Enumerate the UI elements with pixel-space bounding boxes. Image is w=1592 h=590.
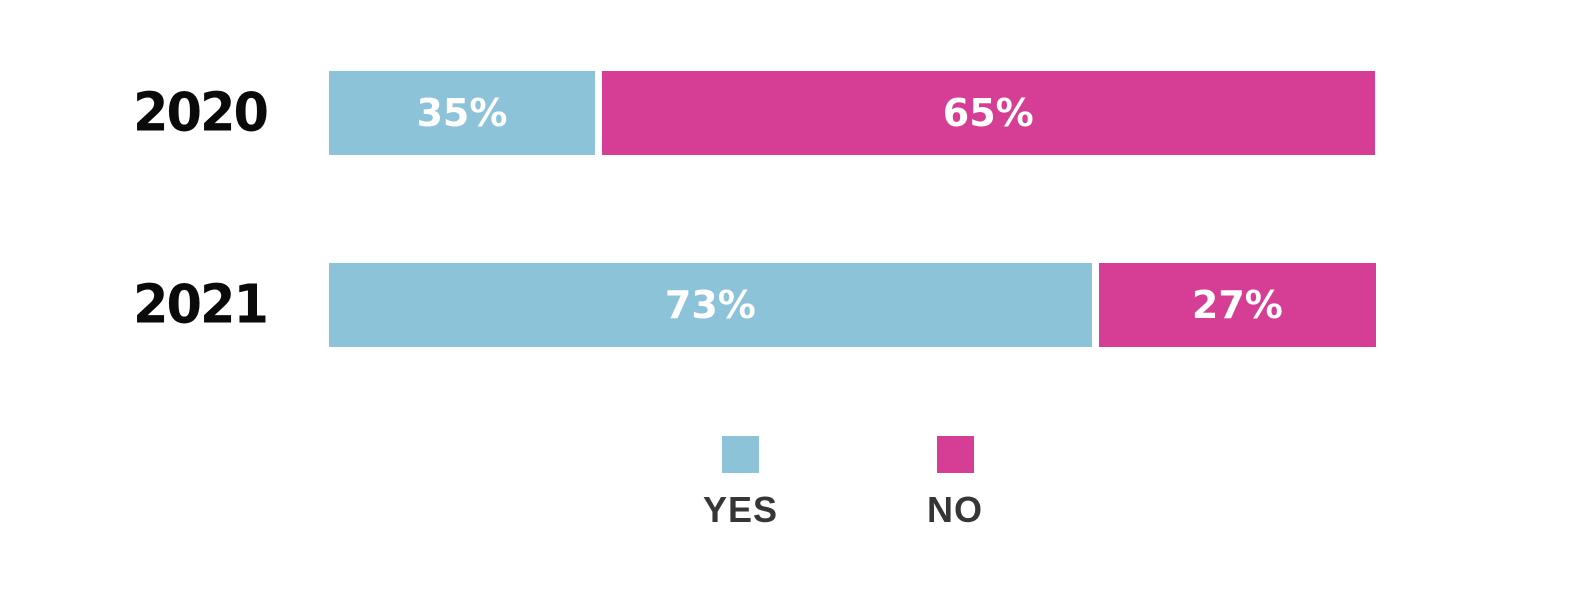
category-label-2021: 2021 bbox=[133, 274, 269, 336]
bar-segment-yes-2021: 73% bbox=[329, 263, 1092, 347]
bar-segment-no-2020: 65% bbox=[601, 71, 1375, 155]
legend-label-no: NO bbox=[927, 489, 983, 530]
legend-item-yes: YES bbox=[703, 436, 778, 531]
bar-row-2021: 73% 27% bbox=[329, 263, 1376, 347]
legend-swatch-yes bbox=[722, 436, 760, 473]
legend-item-no: NO bbox=[927, 436, 983, 531]
bar-segment-no-2021: 27% bbox=[1098, 263, 1376, 347]
value-label-no-2020: 65% bbox=[942, 91, 1034, 135]
category-label-2020: 2020 bbox=[133, 82, 269, 144]
bar-segment-yes-2020: 35% bbox=[329, 71, 595, 155]
value-label-yes-2021: 73% bbox=[664, 283, 756, 327]
value-label-no-2021: 27% bbox=[1191, 283, 1283, 327]
bar-row-2020: 35% 65% bbox=[329, 71, 1376, 155]
value-label-yes-2020: 35% bbox=[416, 91, 508, 135]
legend: YES NO bbox=[703, 436, 983, 531]
legend-swatch-no bbox=[936, 436, 974, 473]
legend-label-yes: YES bbox=[703, 489, 779, 530]
